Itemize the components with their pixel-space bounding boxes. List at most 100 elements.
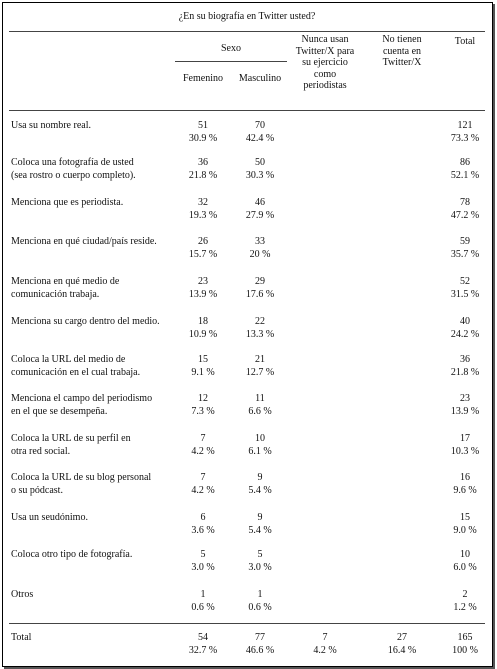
- masculino-value: 5: [257, 549, 263, 560]
- femenino-value: 15: [198, 354, 208, 365]
- femenino-value: 32: [198, 197, 208, 208]
- masculino-value: 29: [255, 276, 265, 287]
- femenino-value: 15.7 %: [188, 248, 218, 260]
- row-label: Coloca una fotografía de usted: [11, 157, 134, 168]
- femenino-value: 3.6 %: [191, 524, 215, 536]
- femenino-value: 9.1 %: [191, 366, 215, 378]
- total-top-rule: [9, 623, 485, 624]
- femenino-value: 51: [198, 120, 208, 131]
- masculino-value: 10: [255, 433, 265, 444]
- femenino-value: 36: [198, 157, 208, 168]
- masculino-header: Masculino: [238, 73, 282, 84]
- total-value: 40: [460, 316, 470, 327]
- row-label: Menciona en qué medio de: [11, 276, 120, 287]
- total-value: 1.2 %: [453, 601, 477, 613]
- nunca-header-line: como: [313, 68, 337, 80]
- femenino-value: 30.9 %: [188, 132, 218, 144]
- row-label: Coloca la URL de su perfil en: [11, 433, 131, 444]
- nunca-header-line: periodistas: [303, 80, 347, 91]
- femenino-value: 4.2 %: [191, 484, 215, 496]
- masculino-value: 5.4 %: [248, 524, 272, 536]
- total-value: 47.2 %: [450, 209, 480, 221]
- total-value: 52.1 %: [450, 169, 480, 181]
- total-value: 10.3 %: [450, 445, 480, 457]
- masculino-value: 3.0 %: [248, 561, 272, 573]
- total-femenino: 54: [198, 632, 208, 643]
- femenino-value: 5: [200, 549, 206, 560]
- row-label: Usa su nombre real.: [11, 120, 91, 131]
- row-label: comunicación trabaja.: [11, 288, 100, 300]
- row-label: Coloca otro tipo de fotografía.: [11, 549, 133, 560]
- no-tienen-header-line: Twitter/X: [382, 57, 422, 68]
- masculino-value: 6.6 %: [248, 405, 272, 417]
- femenino-value: 12: [198, 393, 208, 404]
- masculino-value: 13.3 %: [245, 328, 275, 340]
- femenino-value: 1: [200, 589, 206, 600]
- femenino-value: 21.8 %: [188, 169, 218, 181]
- total-masculino: 46.6 %: [245, 644, 275, 656]
- masculino-value: 30.3 %: [245, 169, 275, 181]
- masculino-value: 9: [257, 512, 263, 523]
- row-label: Coloca la URL de su blog personal: [11, 472, 152, 483]
- masculino-value: 20 %: [249, 248, 271, 260]
- masculino-value: 22: [255, 316, 265, 327]
- masculino-value: 9: [257, 472, 263, 483]
- femenino-value: 3.0 %: [191, 561, 215, 573]
- total-value: 35.7 %: [450, 248, 480, 260]
- femenino-value: 6: [200, 512, 206, 523]
- row-label: en el que se desempeña.: [11, 405, 108, 417]
- total-value: 17: [460, 433, 470, 444]
- femenino-value: 13.9 %: [188, 288, 218, 300]
- total-total: 165: [457, 632, 473, 643]
- nunca-header-line: Nunca usan: [301, 34, 349, 45]
- total-value: 21.8 %: [450, 366, 480, 378]
- total-value: 24.2 %: [450, 328, 480, 340]
- femenino-value: 7.3 %: [191, 405, 215, 417]
- femenino-value: 23: [198, 276, 208, 287]
- masculino-value: 42.4 %: [245, 132, 275, 144]
- total-value: 73.3 %: [450, 132, 480, 144]
- row-label: (sea rostro o cuerpo completo).: [11, 169, 136, 181]
- total-value: 10: [460, 549, 470, 560]
- nunca-header-line: Twitter/X para: [295, 45, 355, 57]
- row-label: Menciona que es periodista.: [11, 197, 124, 208]
- total-value: 86: [460, 157, 470, 168]
- total-value: 121: [457, 120, 473, 131]
- masculino-value: 11: [255, 393, 265, 404]
- femenino-value: 4.2 %: [191, 445, 215, 457]
- top-rule: [9, 31, 485, 32]
- total-total: 100 %: [452, 644, 478, 656]
- femenino-value: 26: [198, 236, 208, 247]
- total-nunca: 7: [322, 632, 328, 643]
- header-bottom-rule: [9, 110, 485, 111]
- femenino-value: 10.9 %: [188, 328, 218, 340]
- total-nunca: 4.2 %: [313, 644, 337, 656]
- no-tienen-header-line: cuenta en: [382, 45, 422, 57]
- sexo-header: Sexo: [221, 43, 241, 54]
- table-question: ¿En su biografía en Twitter usted?: [178, 11, 316, 22]
- total-value: 16: [460, 472, 470, 483]
- masculino-value: 50: [255, 157, 265, 168]
- total-value: 15: [460, 512, 470, 523]
- row-label: Menciona en qué ciudad/país reside.: [11, 236, 157, 247]
- row-label: o su pódcast.: [11, 484, 63, 496]
- total-no-tienen: 27: [397, 632, 407, 643]
- total-value: 78: [460, 197, 470, 208]
- total-value: 52: [460, 276, 470, 287]
- total-value: 31.5 %: [450, 288, 480, 300]
- row-label: otra red social.: [11, 445, 71, 457]
- total-header: Total: [454, 36, 476, 47]
- masculino-value: 1: [257, 589, 263, 600]
- masculino-value: 0.6 %: [248, 601, 272, 613]
- row-label: Coloca la URL del medio de: [11, 354, 126, 365]
- no-tienen-header-line: No tienen: [382, 34, 422, 45]
- row-label: Menciona su cargo dentro del medio.: [11, 316, 160, 327]
- masculino-value: 5.4 %: [248, 484, 272, 496]
- row-label: Usa un seudónimo.: [11, 512, 88, 523]
- nunca-header-line: su ejercicio: [302, 57, 348, 68]
- masculino-value: 33: [255, 236, 265, 247]
- femenino-value: 18: [198, 316, 208, 327]
- total-masculino: 77: [255, 632, 265, 643]
- total-value: 36: [460, 354, 470, 365]
- total-value: 59: [460, 236, 470, 247]
